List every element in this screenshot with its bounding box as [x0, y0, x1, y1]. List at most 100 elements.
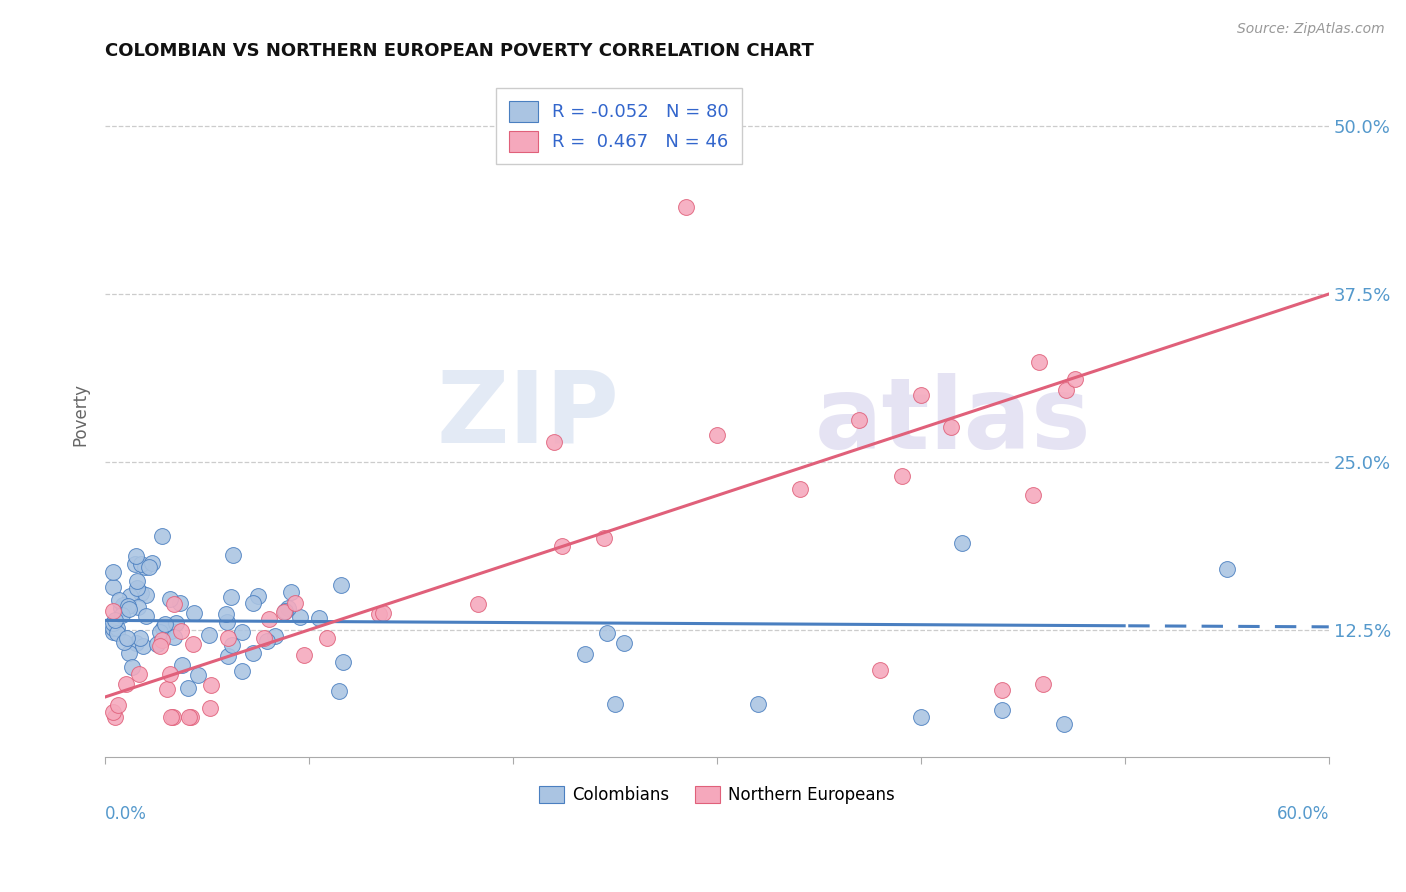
Point	[134, 559, 156, 574]
Point	[125, 574, 148, 588]
Point	[543, 434, 565, 449]
Point	[107, 592, 129, 607]
Point	[277, 600, 299, 615]
Point	[111, 598, 134, 612]
Point	[169, 595, 191, 609]
Point	[159, 592, 181, 607]
Point	[177, 681, 200, 695]
Point	[135, 588, 157, 602]
Point	[152, 621, 174, 635]
Point	[127, 599, 149, 614]
Point	[242, 646, 264, 660]
Point	[247, 589, 270, 603]
Point	[179, 710, 201, 724]
Point	[172, 658, 194, 673]
Point	[221, 639, 243, 653]
Text: COLOMBIAN VS NORTHERN EUROPEAN POVERTY CORRELATION CHART: COLOMBIAN VS NORTHERN EUROPEAN POVERTY C…	[105, 42, 814, 60]
Point	[274, 604, 297, 618]
Point	[329, 578, 352, 592]
Point	[675, 200, 697, 214]
Point	[373, 606, 395, 620]
Text: atlas: atlas	[815, 373, 1091, 470]
Point	[891, 469, 914, 483]
Point	[1022, 488, 1045, 502]
Point	[132, 639, 155, 653]
Point	[1028, 355, 1050, 369]
Point	[789, 482, 811, 496]
Point	[217, 648, 239, 663]
Point	[107, 621, 129, 635]
Point	[103, 616, 125, 631]
Point	[222, 549, 245, 563]
Point	[1216, 562, 1239, 576]
Point	[153, 616, 176, 631]
Point	[129, 586, 152, 600]
Point	[138, 560, 160, 574]
Point	[125, 636, 148, 650]
Point	[848, 413, 870, 427]
Text: ZIP: ZIP	[436, 367, 619, 464]
Point	[256, 633, 278, 648]
Point	[112, 635, 135, 649]
Point	[125, 549, 148, 563]
Point	[596, 626, 619, 640]
Point	[103, 604, 125, 618]
Point	[280, 585, 302, 599]
Point	[135, 608, 157, 623]
Point	[103, 580, 125, 594]
Point	[198, 627, 221, 641]
Point	[288, 610, 311, 624]
Point	[111, 607, 134, 622]
Point	[308, 611, 330, 625]
Point	[292, 648, 315, 663]
Point	[163, 597, 186, 611]
Text: Source: ZipAtlas.com: Source: ZipAtlas.com	[1237, 22, 1385, 37]
Point	[118, 589, 141, 603]
Point	[103, 565, 125, 579]
Point	[150, 633, 173, 648]
Point	[163, 630, 186, 644]
Point	[124, 558, 146, 572]
Point	[910, 388, 932, 402]
Point	[574, 647, 596, 661]
Point	[939, 420, 962, 434]
Point	[150, 529, 173, 543]
Point	[121, 660, 143, 674]
Point	[200, 678, 222, 692]
Point	[950, 535, 973, 549]
Point	[1032, 676, 1054, 690]
Point	[215, 607, 238, 622]
Point	[219, 590, 242, 604]
Point	[149, 624, 172, 639]
Point	[127, 581, 149, 595]
Point	[115, 677, 138, 691]
Point	[273, 606, 295, 620]
Point	[603, 697, 626, 711]
Point	[117, 599, 139, 613]
Y-axis label: Poverty: Poverty	[72, 384, 89, 446]
Point	[316, 632, 339, 646]
Point	[991, 703, 1014, 717]
Point	[869, 663, 891, 677]
Legend: Colombians, Northern Europeans: Colombians, Northern Europeans	[533, 780, 901, 811]
Point	[368, 607, 391, 621]
Point	[1053, 716, 1076, 731]
Point	[105, 626, 128, 640]
Point	[103, 705, 125, 719]
Point	[264, 629, 287, 643]
Point	[231, 665, 253, 679]
Point	[118, 646, 141, 660]
Point	[613, 635, 636, 649]
Point	[198, 701, 221, 715]
Point	[242, 596, 264, 610]
Point	[1054, 383, 1077, 397]
Point	[104, 710, 127, 724]
Point	[231, 625, 253, 640]
Point	[146, 637, 169, 651]
Point	[332, 655, 354, 669]
Point	[103, 624, 125, 639]
Point	[104, 613, 127, 627]
Point	[253, 631, 276, 645]
Point	[217, 615, 239, 629]
Point	[128, 666, 150, 681]
